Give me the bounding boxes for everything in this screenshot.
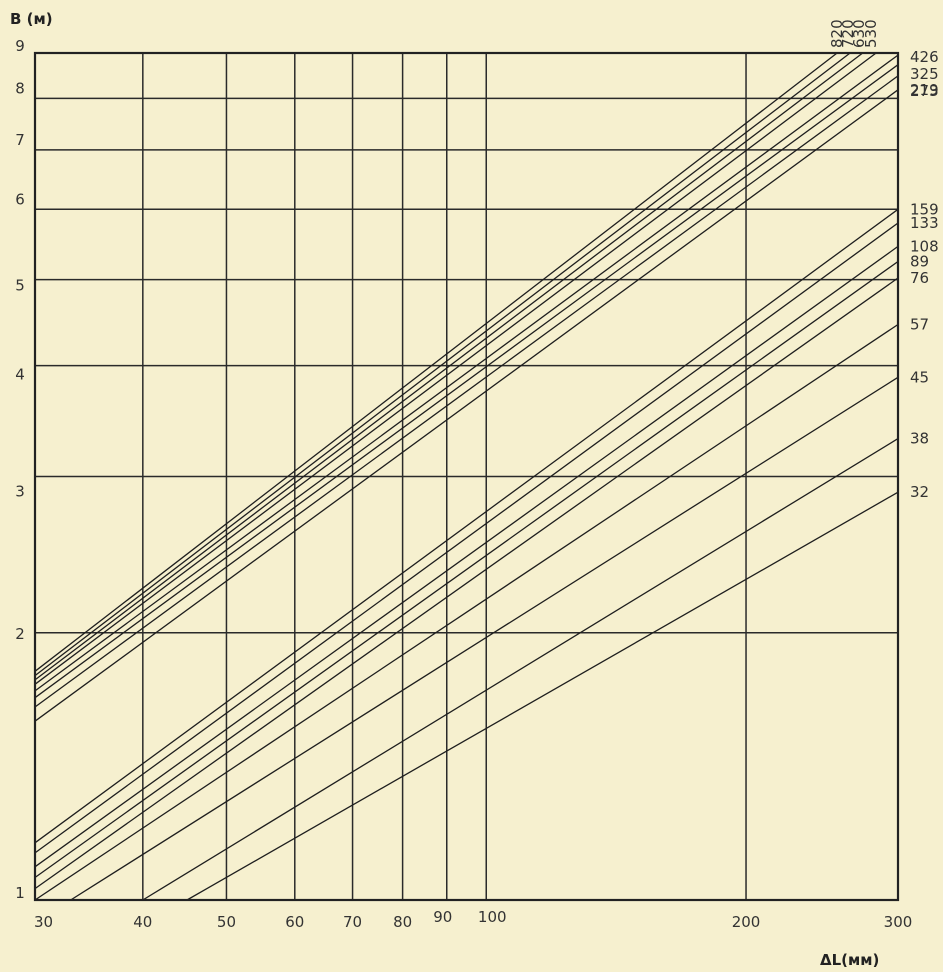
series-label-159: 159 [910,200,939,218]
x-tick-label: 70 [343,913,362,931]
series-line-76 [34,277,899,890]
series-line-159 [34,208,899,844]
x-tick-label: 40 [133,913,152,931]
y-tick-label: 8 [15,79,25,97]
x-tick-label: 300 [884,913,913,931]
series-label-273: 273 [910,82,939,100]
series-label-530: 530 [862,19,880,48]
plot-frame [33,51,900,902]
series-line-45 [70,376,899,901]
series-label-325: 325 [910,65,939,83]
series-line-219 [34,89,899,722]
y-tick-label: 1 [15,884,25,902]
series-line-273 [34,75,899,708]
y-axis-title: B (м) [10,10,53,28]
series-line-630 [34,52,864,681]
y-tick-label: 9 [15,37,25,55]
series-label-45: 45 [910,368,929,386]
series-line-325 [34,64,899,699]
tick-labels: 30 40 50 60 70 80 90 100 200 300 1 2 3 4 5 6 7 8 9 [15,37,912,931]
y-tick-label: 7 [15,131,25,149]
y-tick-label: 6 [15,190,25,208]
x-tick-label: 50 [217,913,236,931]
x-tick-label: 80 [393,913,412,931]
series-label-108: 108 [910,237,939,255]
series-label-38: 38 [910,430,929,448]
x-tick-label: 200 [732,913,761,931]
series-label-720: 720 [839,19,857,48]
y-tick-label: 5 [15,277,25,295]
series-line-38 [142,438,899,901]
x-tick-label: 90 [433,908,452,926]
series-label-426: 426 [910,48,939,66]
series-line-133 [34,222,899,854]
series-label-820: 820 [828,19,846,48]
x-tick-label: 30 [34,913,53,931]
series-line-426 [34,54,899,692]
series-line-57 [34,323,899,901]
series-label-133: 133 [910,214,939,232]
series-label-219: 219 [910,81,939,99]
series-label-630: 630 [850,19,868,48]
series-lines [34,52,899,901]
series-label-76: 76 [910,269,929,287]
series-line-720 [34,52,851,677]
series-line-89 [34,260,899,879]
x-tick-label: 100 [478,908,507,926]
series-line-820 [34,52,838,672]
series-line-530 [34,52,877,685]
y-tick-label: 2 [15,625,25,643]
series-label-32: 32 [910,483,929,501]
x-tick-label: 60 [285,913,304,931]
series-label-89: 89 [910,253,929,271]
series-line-32 [186,491,899,901]
y-tick-label: 4 [15,366,25,384]
series-label-57: 57 [910,316,929,334]
series-line-108 [34,245,899,868]
y-tick-label: 3 [15,483,25,501]
x-axis-title: ΔL(мм) [820,951,879,969]
